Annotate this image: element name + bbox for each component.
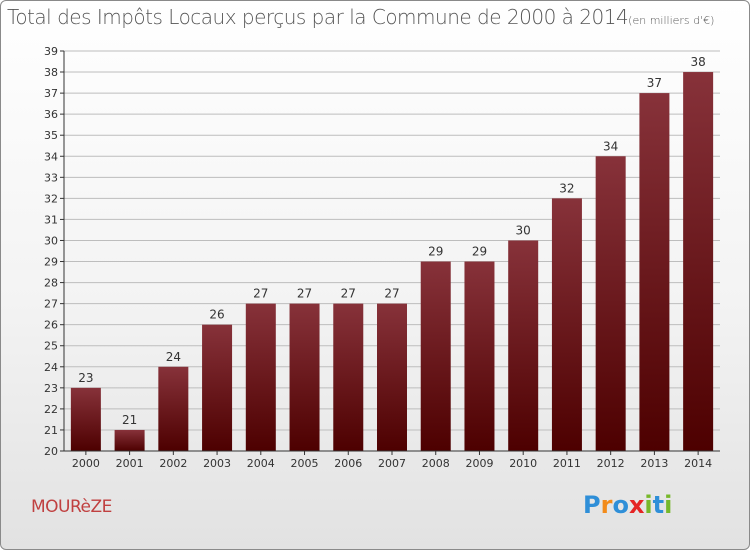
bar-2009 [464,261,495,451]
bar-2003 [202,324,233,451]
bar-value-label: 27 [297,287,312,301]
bar-value-label: 37 [647,76,662,90]
y-tick-label: 38 [44,66,58,79]
commune-name: MOURèZE [31,497,112,517]
chart-title-unit: (en milliers d'€) [628,14,715,27]
bar-value-label: 27 [384,287,399,301]
chart-title-text: Total des Impôts Locaux perçus par la Co… [7,5,629,29]
y-tick-label: 39 [44,45,58,58]
bar-value-label: 23 [78,371,93,385]
x-tick-label: 2003 [203,457,231,470]
bar-2001 [114,429,145,451]
bar-value-label: 34 [603,139,618,153]
bar-value-label: 26 [209,308,224,322]
y-tick-label: 20 [44,445,58,458]
bar-2012 [595,156,626,451]
bar-value-label: 27 [253,287,268,301]
y-tick-label: 33 [44,171,58,184]
x-tick-label: 2013 [640,457,668,470]
bar-2008 [420,261,451,451]
y-tick-label: 30 [44,234,58,247]
x-tick-label: 2012 [597,457,625,470]
x-tick-label: 2008 [422,457,450,470]
x-tick-label: 2014 [684,457,712,470]
x-tick-label: 2005 [291,457,319,470]
y-tick-label: 35 [44,129,58,142]
logo-letter: i [644,491,653,519]
logo-letter: t [652,491,665,519]
bar-2004 [245,303,276,451]
bar-value-label: 24 [166,350,181,364]
y-tick-label: 23 [44,382,58,395]
bar-2010 [508,240,539,451]
bar-value-label: 30 [516,223,531,237]
x-tick-label: 2001 [116,457,144,470]
y-tick-label: 25 [44,340,58,353]
x-tick-label: 2009 [465,457,493,470]
x-tick-label: 2004 [247,457,275,470]
x-tick-label: 2000 [72,457,100,470]
y-tick-label: 32 [44,192,58,205]
bar-2013 [639,93,670,452]
bar-2014 [683,72,714,451]
y-tick-label: 26 [44,319,58,332]
bar-2011 [551,198,582,451]
logo-letter: r [600,491,613,519]
logo-letter: x [628,491,645,519]
logo-letter: o [612,491,629,519]
bar-value-label: 29 [428,245,443,259]
bar-value-label: 38 [690,55,705,69]
bar-value-label: 21 [122,413,137,427]
bar-2006 [333,303,364,451]
bar-value-label: 29 [472,245,487,259]
chart-title: Total des Impôts Locaux perçus par la Co… [7,5,714,29]
y-tick-label: 21 [44,424,58,437]
y-tick-label: 27 [44,298,58,311]
y-tick-label: 24 [44,361,58,374]
y-tick-label: 37 [44,87,58,100]
x-tick-label: 2007 [378,457,406,470]
y-tick-label: 34 [44,150,58,163]
y-tick-label: 22 [44,403,58,416]
bar-2007 [377,303,407,451]
bar-value-label: 27 [341,287,356,301]
bar-2002 [158,366,189,451]
x-tick-label: 2011 [553,457,581,470]
bar-2000 [70,387,101,451]
y-tick-label: 29 [44,256,58,269]
x-tick-label: 2006 [334,457,362,470]
x-tick-label: 2010 [509,457,537,470]
bar-2005 [289,303,320,451]
y-tick-label: 28 [44,277,58,290]
proxiti-logo[interactable]: Proxiti [583,491,672,519]
y-tick-label: 31 [44,213,58,226]
logo-letter: i [664,491,673,519]
y-tick-label: 36 [44,108,58,121]
x-tick-label: 2002 [159,457,187,470]
bar-value-label: 32 [559,181,574,195]
logo-letter: P [583,491,601,519]
